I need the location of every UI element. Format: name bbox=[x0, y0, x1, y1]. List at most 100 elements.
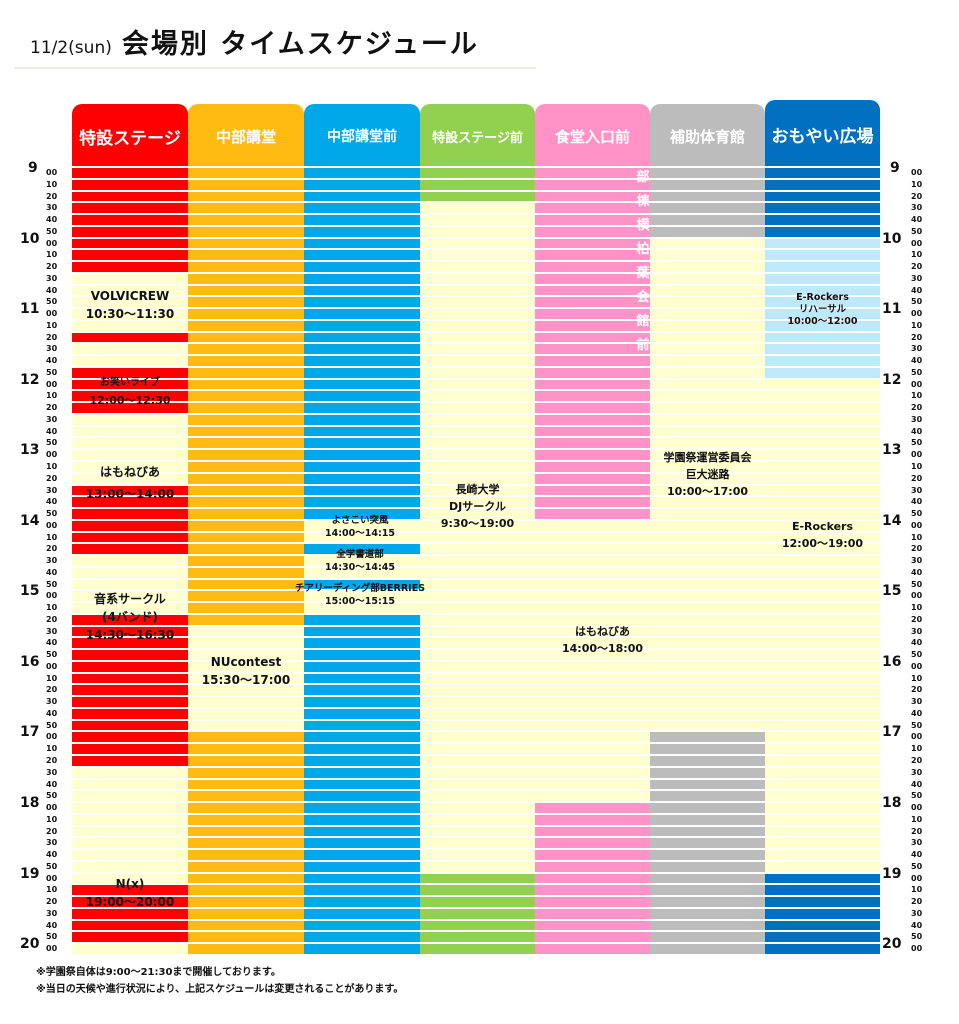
event-label: よさこい突風 14:00～14:15 bbox=[325, 515, 395, 539]
time-slot-partial bbox=[304, 619, 420, 626]
time-slot bbox=[188, 943, 304, 956]
minute-tick-label: 30 bbox=[911, 485, 923, 495]
time-slot bbox=[420, 660, 535, 674]
time-slot bbox=[72, 519, 188, 533]
minute-tick-label: 30 bbox=[911, 767, 923, 777]
minute-tick-label: 40 bbox=[911, 567, 923, 577]
row-divider bbox=[72, 354, 880, 357]
time-slot bbox=[188, 837, 304, 850]
minute-tick-label: 10 bbox=[911, 462, 923, 471]
time-slot bbox=[765, 602, 880, 615]
time-slot bbox=[72, 237, 188, 250]
minute-tick-label: 20 bbox=[911, 897, 923, 907]
time-slot bbox=[72, 660, 188, 674]
row-divider bbox=[72, 577, 880, 580]
time-slot bbox=[188, 896, 304, 909]
row-divider bbox=[72, 659, 880, 662]
row-divider bbox=[72, 895, 880, 898]
event-label: E-Rockers 12:00～19:00 bbox=[781, 520, 864, 550]
event-label: はもねびあ 13:00～14:00 bbox=[85, 465, 175, 501]
time-slot bbox=[650, 860, 765, 874]
minute-tick-label: 30 bbox=[911, 203, 923, 213]
vertical-note-char: 葉 bbox=[636, 266, 650, 281]
time-slot bbox=[72, 308, 188, 321]
minute-tick-label: 50 bbox=[911, 297, 923, 307]
venue-header-omoyai-hiroba: おもやい広場 bbox=[765, 100, 880, 168]
time-slot bbox=[304, 425, 420, 438]
row-divider bbox=[72, 554, 880, 557]
minute-tick-label: 00 bbox=[46, 803, 58, 813]
time-slot bbox=[188, 872, 304, 885]
time-slot bbox=[650, 849, 765, 862]
time-slot bbox=[420, 331, 535, 344]
minute-tick-label: 30 bbox=[911, 273, 923, 283]
time-slot bbox=[765, 425, 880, 438]
row-divider bbox=[72, 754, 880, 756]
time-slot bbox=[304, 272, 420, 286]
time-slot bbox=[535, 802, 650, 815]
minute-tick-label: 40 bbox=[911, 920, 923, 930]
time-slot bbox=[650, 402, 765, 415]
minute-tick-label: 10 bbox=[911, 179, 923, 189]
time-slot bbox=[304, 555, 420, 568]
time-slot bbox=[188, 649, 304, 662]
time-slot bbox=[535, 719, 650, 732]
vertical-note-char: 前 bbox=[636, 338, 650, 353]
time-slot bbox=[535, 743, 650, 756]
time-slot bbox=[420, 731, 535, 744]
time-slot bbox=[650, 178, 765, 191]
row-divider bbox=[72, 765, 880, 768]
minute-tick-label: 40 bbox=[46, 215, 58, 225]
time-slot bbox=[765, 849, 880, 862]
minute-tick-label: 00 bbox=[46, 661, 58, 671]
time-slot bbox=[72, 578, 188, 591]
row-divider bbox=[72, 871, 880, 874]
time-slot bbox=[304, 566, 420, 580]
time-slot bbox=[188, 519, 304, 533]
row-divider bbox=[72, 471, 880, 474]
minute-tick-label: 00 bbox=[46, 238, 58, 248]
time-slot bbox=[765, 461, 880, 474]
minute-tick-label: 30 bbox=[46, 273, 58, 283]
time-slot bbox=[765, 684, 880, 697]
minute-tick-label: 50 bbox=[911, 932, 923, 942]
time-slot bbox=[304, 625, 420, 638]
time-slot bbox=[650, 284, 765, 297]
row-divider bbox=[72, 260, 880, 263]
hour-tick-label: 15 bbox=[20, 583, 40, 600]
minute-tick-label: 30 bbox=[46, 485, 58, 495]
time-slot bbox=[304, 813, 420, 827]
time-slot bbox=[535, 755, 650, 768]
hour-tick-label: 17 bbox=[20, 724, 40, 741]
time-slot bbox=[535, 331, 650, 344]
minute-tick-label: 10 bbox=[911, 320, 923, 330]
time-slot bbox=[535, 637, 650, 650]
event-label: NUcontest 15:30～17:00 bbox=[201, 655, 291, 687]
minute-tick-label: 30 bbox=[911, 697, 923, 707]
time-slot bbox=[765, 872, 880, 885]
time-slot bbox=[188, 167, 304, 180]
time-slot bbox=[535, 249, 650, 262]
time-slot bbox=[765, 566, 880, 580]
time-slot bbox=[765, 755, 880, 768]
minute-tick-label: 40 bbox=[911, 779, 923, 789]
minute-tick-label: 00 bbox=[46, 591, 58, 601]
minute-tick-label: 10 bbox=[911, 532, 923, 542]
minute-tick-label: 00 bbox=[911, 379, 923, 389]
time-slot bbox=[304, 461, 420, 474]
minute-tick-label: 20 bbox=[911, 191, 923, 201]
minute-tick-label: 50 bbox=[46, 297, 58, 307]
time-slot bbox=[420, 366, 535, 380]
time-slot bbox=[420, 943, 535, 956]
minute-tick-label: 50 bbox=[46, 579, 58, 589]
minute-tick-label: 50 bbox=[911, 861, 923, 871]
time-slot bbox=[188, 425, 304, 438]
minute-tick-label: 10 bbox=[911, 391, 923, 401]
time-slot bbox=[765, 331, 880, 344]
time-slot bbox=[650, 566, 765, 580]
time-slot bbox=[765, 743, 880, 756]
minute-tick-label: 40 bbox=[46, 356, 58, 366]
minute-tick-label: 20 bbox=[46, 191, 58, 201]
time-slot bbox=[304, 508, 420, 521]
vertical-note-char: 会 bbox=[636, 290, 650, 305]
